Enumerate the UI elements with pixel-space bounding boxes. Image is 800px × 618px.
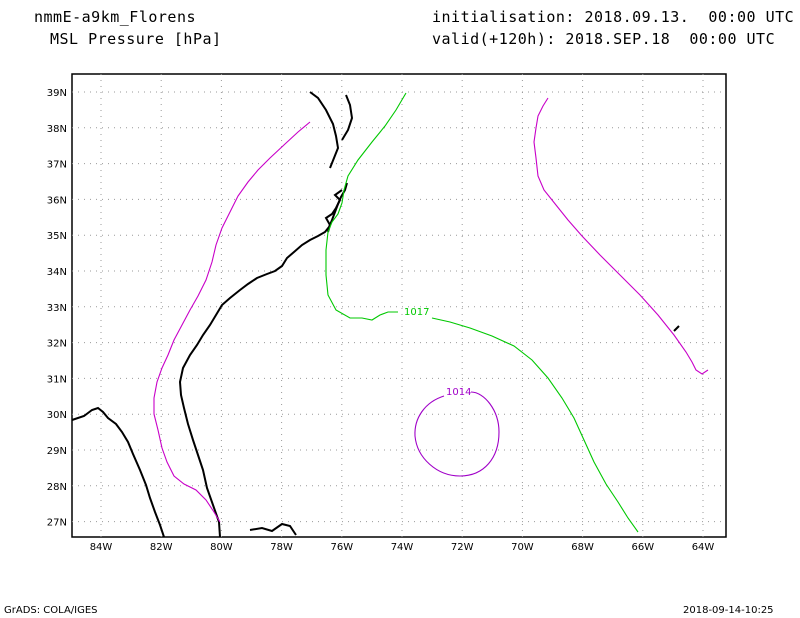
lat-tick-label: 32N [47,339,67,350]
lat-tick-label: 30N [47,410,67,421]
model-title: nmmE-a9km_Florens [34,8,197,26]
lon-tick-label: 68W [571,542,594,553]
latitude-labels: 39N 38N 37N 36N 35N 34N 33N 32N 31N 30N 29N 28N 27N [47,88,67,529]
lon-tick-label: 76W [330,542,353,553]
coastline-delmarva [341,94,354,141]
contour-label-1014: 1014 [446,387,471,398]
island-fragment [673,325,680,332]
coastline-pamlico [324,189,343,233]
lat-tick-label: 38N [47,124,67,135]
isobar-1014 [414,391,500,477]
lon-tick-label: 66W [631,542,654,553]
lat-tick-label: 31N [47,374,67,385]
lat-tick-label: 33N [47,303,67,314]
isobar-1017 [325,92,639,533]
lat-tick-label: 35N [47,231,67,242]
isobar-east [533,97,709,375]
lat-tick-label: 39N [47,88,67,99]
coastline [71,91,680,538]
coastline-florida [71,406,165,538]
coastline-southeast [178,182,348,538]
lon-tick-label: 64W [692,542,715,553]
lat-tick-label: 29N [47,446,67,457]
lon-tick-label: 80W [210,542,233,553]
longitude-labels: 84W 82W 80W 78W 76W 74W 72W 70W 68W 66W 64W [90,542,715,553]
coastline-chesapeake [309,91,340,169]
lon-tick-label: 78W [270,542,293,553]
contour-label-1017: 1017 [404,307,429,318]
lat-tick-label: 34N [47,267,67,278]
valid-time: valid(+120h): 2018.SEP.18 00:00 UTC [432,30,776,48]
lon-tick-label: 74W [391,542,414,553]
lon-tick-label: 84W [90,542,113,553]
lat-tick-label: 37N [47,160,67,171]
lat-tick-label: 27N [47,518,67,529]
map-frame [71,73,727,538]
field-title: MSL Pressure [hPa] [50,30,222,48]
isobar-west [153,121,311,523]
lon-tick-label: 70W [511,542,534,553]
footer-credit: GrADS: COLA/IGES [4,605,98,616]
lat-tick-label: 36N [47,195,67,206]
lon-tick-label: 72W [451,542,474,553]
coastline-bahamas [249,522,297,536]
init-time: initialisation: 2018.09.13. 00:00 UTC [432,8,795,26]
lon-tick-label: 82W [150,542,173,553]
lat-tick-label: 28N [47,482,67,493]
footer-timestamp: 2018-09-14-10:25 [683,605,774,616]
